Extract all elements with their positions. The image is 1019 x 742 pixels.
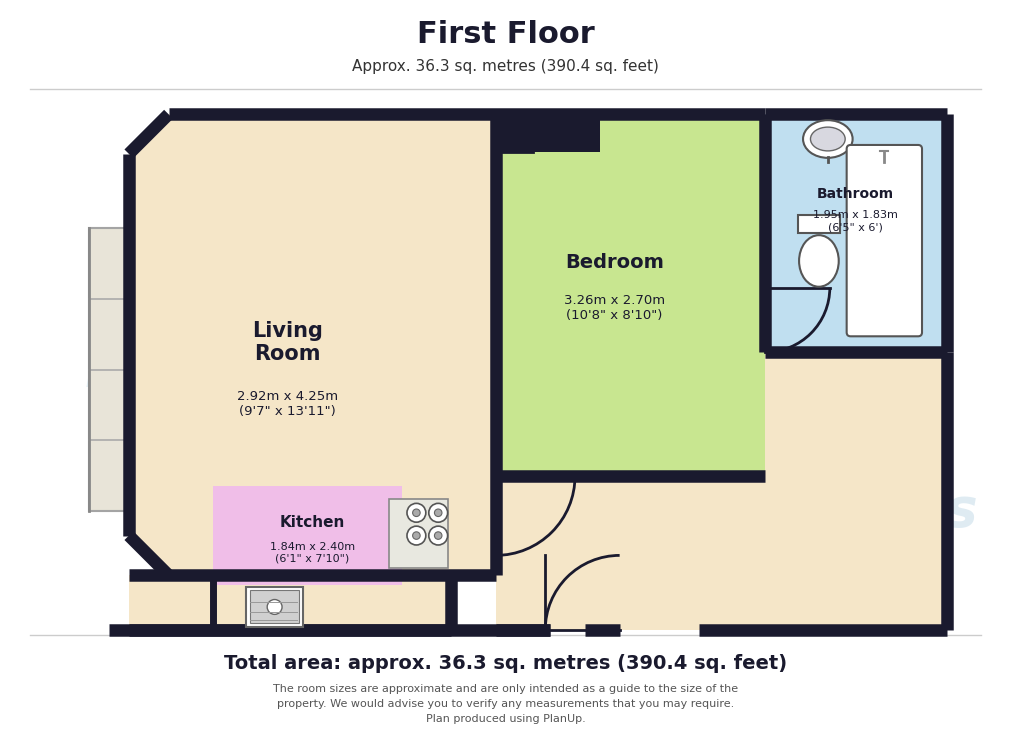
Text: Thestrain's: Thestrain's — [647, 485, 977, 536]
Circle shape — [434, 532, 441, 539]
Ellipse shape — [798, 235, 838, 286]
Polygon shape — [128, 114, 495, 575]
Circle shape — [413, 509, 420, 516]
Bar — [764, 352, 946, 630]
Text: Approx. 36.3 sq. metres (390.4 sq. feet): Approx. 36.3 sq. metres (390.4 sq. feet) — [352, 59, 658, 74]
Circle shape — [413, 532, 420, 539]
Text: First Floor: First Floor — [417, 21, 594, 50]
Circle shape — [434, 509, 441, 516]
Text: Living
Room: Living Room — [252, 321, 323, 364]
Bar — [495, 476, 764, 630]
Bar — [495, 114, 764, 476]
Bar — [246, 587, 303, 627]
Text: Bathroom: Bathroom — [816, 186, 894, 200]
Bar — [89, 229, 128, 510]
Text: property. We would advise you to verify any measurements that you may require.: property. We would advise you to verify … — [277, 699, 734, 709]
Bar — [495, 114, 599, 152]
Text: Kitchen: Kitchen — [279, 515, 344, 531]
Bar — [128, 575, 450, 630]
Circle shape — [407, 526, 425, 545]
Ellipse shape — [810, 127, 845, 151]
Text: Bedroom: Bedroom — [565, 254, 663, 272]
Circle shape — [428, 526, 447, 545]
Bar — [764, 114, 946, 352]
Text: he: he — [200, 424, 296, 498]
Text: Total area: approx. 36.3 sq. metres (390.4 sq. feet): Total area: approx. 36.3 sq. metres (390… — [224, 654, 787, 673]
Text: 3.26m x 2.70m
(10'8" x 8'10"): 3.26m x 2.70m (10'8" x 8'10") — [564, 294, 664, 321]
Text: 2.92m x 4.25m
(9'7" x 13'11"): 2.92m x 4.25m (9'7" x 13'11") — [236, 390, 337, 418]
Bar — [213, 486, 401, 585]
Text: T: T — [82, 368, 157, 475]
Text: Plan produced using PlanUp.: Plan produced using PlanUp. — [425, 714, 585, 724]
Text: The room sizes are approximate and are only intended as a guide to the size of t: The room sizes are approximate and are o… — [273, 684, 738, 695]
Bar — [250, 590, 300, 623]
Ellipse shape — [802, 120, 852, 158]
Text: 1.95m x 1.83m
(6'5" x 6'): 1.95m x 1.83m (6'5" x 6') — [812, 211, 897, 232]
Text: strai: strai — [315, 455, 438, 508]
Circle shape — [267, 600, 282, 614]
Bar — [388, 499, 447, 568]
FancyBboxPatch shape — [846, 145, 921, 336]
Bar — [797, 215, 839, 233]
Circle shape — [428, 503, 447, 522]
Circle shape — [407, 503, 425, 522]
Polygon shape — [277, 134, 674, 531]
Text: 1.84m x 2.40m
(6'1" x 7'10"): 1.84m x 2.40m (6'1" x 7'10") — [269, 542, 355, 563]
